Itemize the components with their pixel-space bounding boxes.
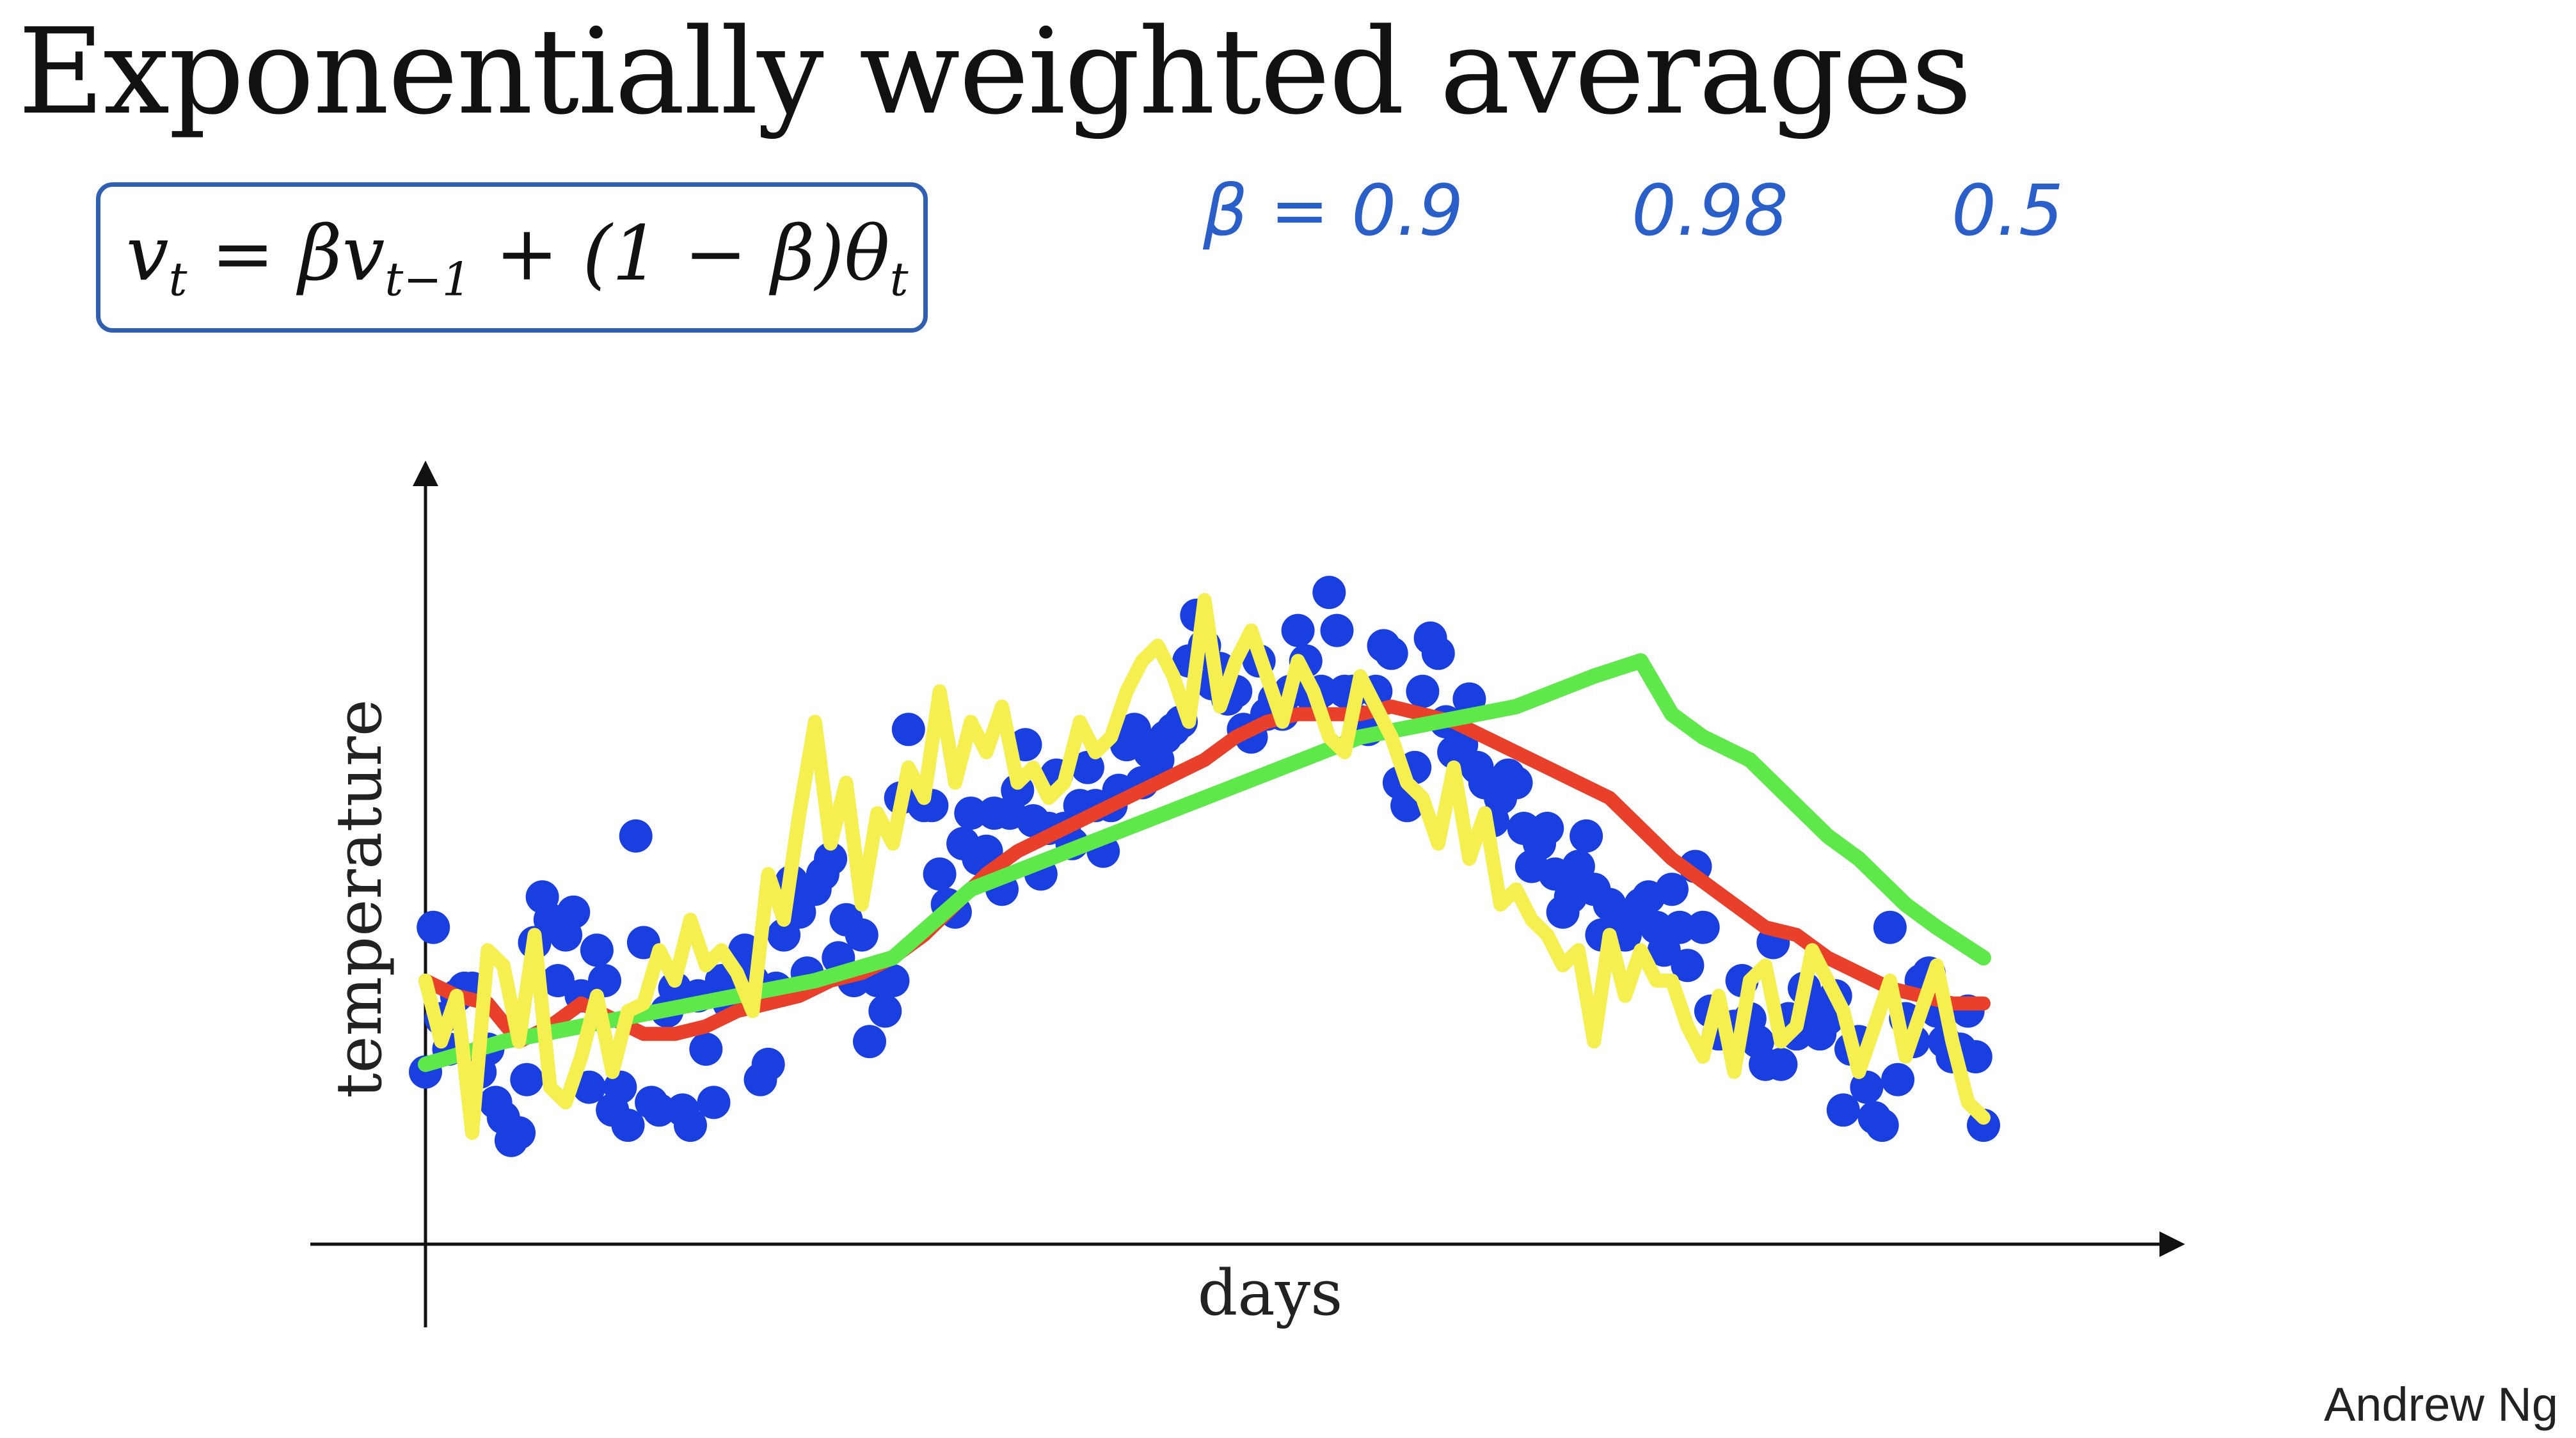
data-point xyxy=(1671,949,1705,983)
data-point xyxy=(1881,1063,1915,1096)
data-point xyxy=(853,1025,886,1059)
data-point xyxy=(1312,576,1346,610)
data-point xyxy=(1281,613,1315,647)
data-point xyxy=(923,857,957,891)
formula-box: vt = βvt−1 + (1 − β)θt xyxy=(96,182,928,333)
data-point xyxy=(1570,819,1603,853)
beta-note-0-98: 0.98 xyxy=(1632,170,1788,251)
data-point xyxy=(1406,674,1440,708)
formula-rhs: + (1 − β)θ xyxy=(471,209,890,297)
data-points xyxy=(409,576,2000,1157)
data-point xyxy=(580,933,614,967)
data-point xyxy=(417,910,450,944)
data-point xyxy=(1530,812,1564,845)
data-point xyxy=(1865,1109,1899,1142)
data-point xyxy=(876,964,910,997)
data-point xyxy=(1873,910,1907,944)
slide-title: Exponentially weighted averages xyxy=(18,3,1972,141)
data-point xyxy=(845,918,879,952)
data-point xyxy=(697,1086,731,1119)
data-point xyxy=(1686,910,1720,944)
data-point xyxy=(642,1093,676,1127)
formula-rhs-sub: t xyxy=(889,252,909,306)
data-point xyxy=(1320,613,1354,647)
data-point xyxy=(751,1047,785,1081)
beta-note-0-5: 0.5 xyxy=(1952,170,2063,251)
ewa-formula: vt = βvt−1 + (1 − β)θt xyxy=(126,209,909,306)
data-point xyxy=(1764,1047,1798,1081)
data-point xyxy=(868,994,902,1028)
data-point xyxy=(1826,1093,1860,1127)
data-point xyxy=(510,1063,544,1096)
data-point xyxy=(1499,766,1533,800)
data-point xyxy=(557,895,591,929)
data-point xyxy=(891,713,925,747)
data-point xyxy=(1663,910,1697,944)
x-axis-label: days xyxy=(1198,1257,1343,1330)
author-signature: Andrew Ng xyxy=(2323,1378,2558,1431)
data-point xyxy=(611,1109,645,1142)
beta-note-0-9: β = 0.9 xyxy=(1203,170,1464,251)
formula-lhs-sub: t xyxy=(168,252,187,306)
data-point xyxy=(954,796,988,830)
data-point xyxy=(689,1032,723,1066)
formula-lhs: v xyxy=(126,209,169,297)
data-point xyxy=(1655,873,1689,906)
y-axis-label: temperature xyxy=(323,699,396,1098)
data-point xyxy=(674,1109,707,1142)
chart-axes xyxy=(310,461,2185,1327)
y-axis-arrowhead xyxy=(413,461,438,486)
data-point xyxy=(1374,636,1408,670)
formula-mid-sub: t−1 xyxy=(385,252,472,306)
ewa-line-beta-0-5 xyxy=(418,593,1991,1140)
formula-eq: = βv xyxy=(187,209,385,297)
data-point xyxy=(1959,1040,1992,1073)
beta-notes: β = 0.9 0.98 0.5 xyxy=(1203,170,2163,297)
ewa-line-beta-0-9 xyxy=(418,699,1991,1049)
data-point xyxy=(619,819,653,853)
average-lines xyxy=(418,593,1991,1140)
x-axis-arrowhead xyxy=(2159,1231,2185,1257)
data-point xyxy=(502,1116,536,1150)
data-point xyxy=(814,842,848,876)
data-point xyxy=(1421,636,1455,670)
